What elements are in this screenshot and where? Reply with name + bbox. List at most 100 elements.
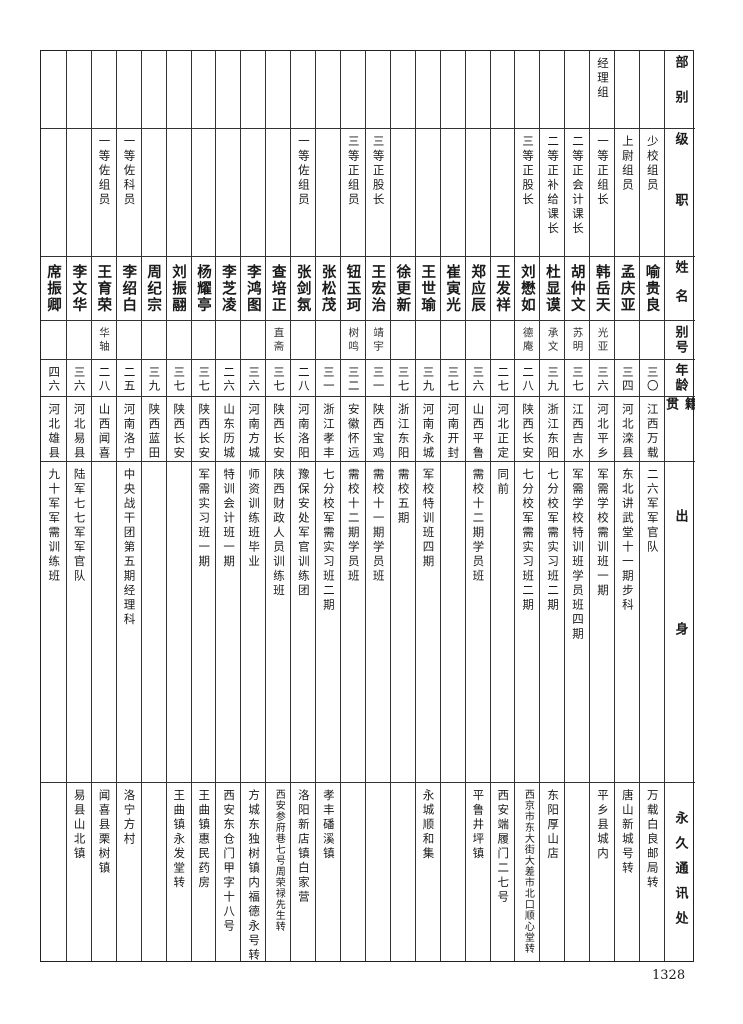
cell-background: [440, 461, 465, 782]
cell-background: 九十军军需训练班: [41, 461, 66, 782]
cell-name: 李绍白: [116, 256, 141, 320]
native-place-text: 陕西长安: [197, 403, 212, 461]
cell-department: [316, 51, 340, 128]
background-text: 需校十一期学员班: [371, 468, 386, 584]
cell-alias: [66, 320, 91, 359]
cell-name: 崔寅光: [440, 256, 465, 320]
name-text: 杨耀亭: [194, 263, 211, 314]
cell-age: 三七: [440, 359, 465, 396]
native-place-text: 河北平乡: [595, 403, 610, 461]
cell-department: [216, 51, 240, 128]
cell-age: 二八: [515, 359, 540, 396]
background-text: 陕西财政人员训练班: [271, 468, 286, 599]
native-place-text: 山西闻喜: [97, 403, 112, 461]
header-cell-rank: 级职: [665, 128, 695, 256]
background-text: 二六军军官队: [645, 468, 660, 555]
background-text: 中央战干团第五期经理科: [122, 468, 137, 628]
department-text: 经理组: [595, 57, 610, 101]
native-place-text: 河南洛宁: [122, 403, 137, 461]
cell-address: 洛阳新店镇白家营: [291, 782, 316, 963]
cell-rank: [390, 128, 415, 256]
alias-text: 华轴: [98, 327, 111, 354]
rank-text: 一等佐组员: [296, 135, 311, 208]
cell-department: [117, 51, 141, 128]
cell-address: 西安参府巷七号周荣禄先生转: [266, 782, 291, 963]
background-text: 师资训练班毕业: [247, 468, 262, 570]
table-row: 二等正补给课长 杜显谟 承文 三九 浙江东阳 七分校军需实习班二期 东阳厚山店: [539, 51, 565, 961]
header-label: 部别: [672, 54, 688, 125]
rank-text: 二等正会计课长: [571, 135, 586, 237]
cell-name: 查培正: [266, 256, 291, 320]
cell-native-place: 陕西长安: [266, 396, 291, 461]
cell-rank: [191, 128, 216, 256]
cell-alias: [166, 320, 191, 359]
rank-text: 三等正组员: [346, 135, 361, 208]
cell-name: 张剑氛: [291, 256, 316, 320]
cell-rank: [141, 128, 166, 256]
age-text: 三九: [421, 366, 436, 393]
cell-rank: 二等正会计课长: [565, 128, 590, 256]
address-text: 唐山新城号转: [620, 789, 635, 876]
cell-name: 王发祥: [490, 256, 515, 320]
cell-rank: [166, 128, 191, 256]
address-text: 王曲镇永发堂转: [172, 789, 187, 891]
cell-rank: 三等正股长: [365, 128, 390, 256]
cell-background: 需校十二期学员班: [341, 461, 365, 782]
native-place-text: 河南方城: [247, 403, 262, 461]
cell-background: 需校十二期学员班: [465, 461, 490, 782]
cell-native-place: 河北雄县: [41, 396, 66, 461]
name-text: 王发祥: [494, 263, 510, 314]
cell-age: 三九: [540, 359, 565, 396]
cell-background: [91, 461, 116, 782]
cell-age: 三六: [241, 359, 266, 396]
background-text: 同前: [496, 468, 511, 497]
age-text: 三七: [396, 366, 411, 393]
age-text: 三六: [471, 366, 486, 393]
cell-background: [141, 461, 166, 782]
alias-text: 承文: [546, 327, 559, 354]
cell-native-place: 山东历城: [216, 396, 241, 461]
name-text: 杜显谟: [543, 263, 560, 314]
name-text: 李绍白: [120, 263, 137, 314]
cell-age: 二八: [91, 359, 116, 396]
native-place-text: 河北易县: [72, 403, 87, 461]
cell-rank: 一等佐组员: [291, 128, 316, 256]
alias-text: 树鸣: [347, 327, 360, 354]
cell-rank: 一等佐科员: [116, 128, 141, 256]
background-text: 军校特训班四期: [421, 468, 436, 570]
name-text: 席振卿: [44, 263, 61, 314]
cell-native-place: 陕西长安: [166, 396, 191, 461]
background-text: 九十军军需训练班: [47, 468, 62, 584]
background-text: 特训会计班一期: [222, 468, 237, 570]
cell-address: 洛宁方村: [116, 782, 141, 963]
table-row: 徐更新 三七 浙江东阳 需校五期: [389, 51, 415, 963]
cell-rank: [266, 128, 291, 256]
cell-address: 唐山新城号转: [615, 782, 640, 963]
cell-name: 王世瑜: [415, 256, 440, 320]
table-row: 周纪宗 三九 陕西蓝田: [140, 51, 166, 961]
cell-address: 王曲镇永发堂转: [166, 782, 191, 963]
table-row: 王发祥 二七 河北正定 同前 西安端履门二七号: [489, 51, 515, 961]
address-text: 易县山北镇: [72, 789, 87, 862]
header-cell-department: 部别: [665, 51, 695, 128]
rank-text: 一等正组长: [595, 135, 610, 208]
age-text: 三九: [147, 366, 162, 393]
cell-department: [67, 51, 91, 128]
cell-background: 需校十一期学员班: [365, 461, 390, 782]
cell-name: 席振卿: [41, 256, 66, 320]
cell-age: 二七: [490, 359, 515, 396]
rank-text: 少校组员: [645, 135, 660, 193]
age-text: 三六: [72, 366, 87, 393]
table-row: 三等正股长 王宏治 靖宇 三一 陕西宝鸡 需校十一期学员班: [364, 51, 390, 961]
cell-name: 韩岳天: [590, 256, 615, 320]
header-cell-background: 出身: [665, 461, 695, 782]
native-place-text: 安徽怀远: [346, 403, 361, 461]
cell-department: [341, 51, 365, 128]
cell-alias: 华轴: [91, 320, 116, 359]
background-text: 需校十二期学员班: [346, 468, 361, 584]
cell-address: 平鲁井坪镇: [465, 782, 490, 963]
header-label: 级职: [672, 131, 688, 254]
cell-address: [390, 782, 415, 963]
name-text: 钮玉珂: [344, 263, 361, 314]
rank-text: 上尉组员: [620, 135, 635, 193]
